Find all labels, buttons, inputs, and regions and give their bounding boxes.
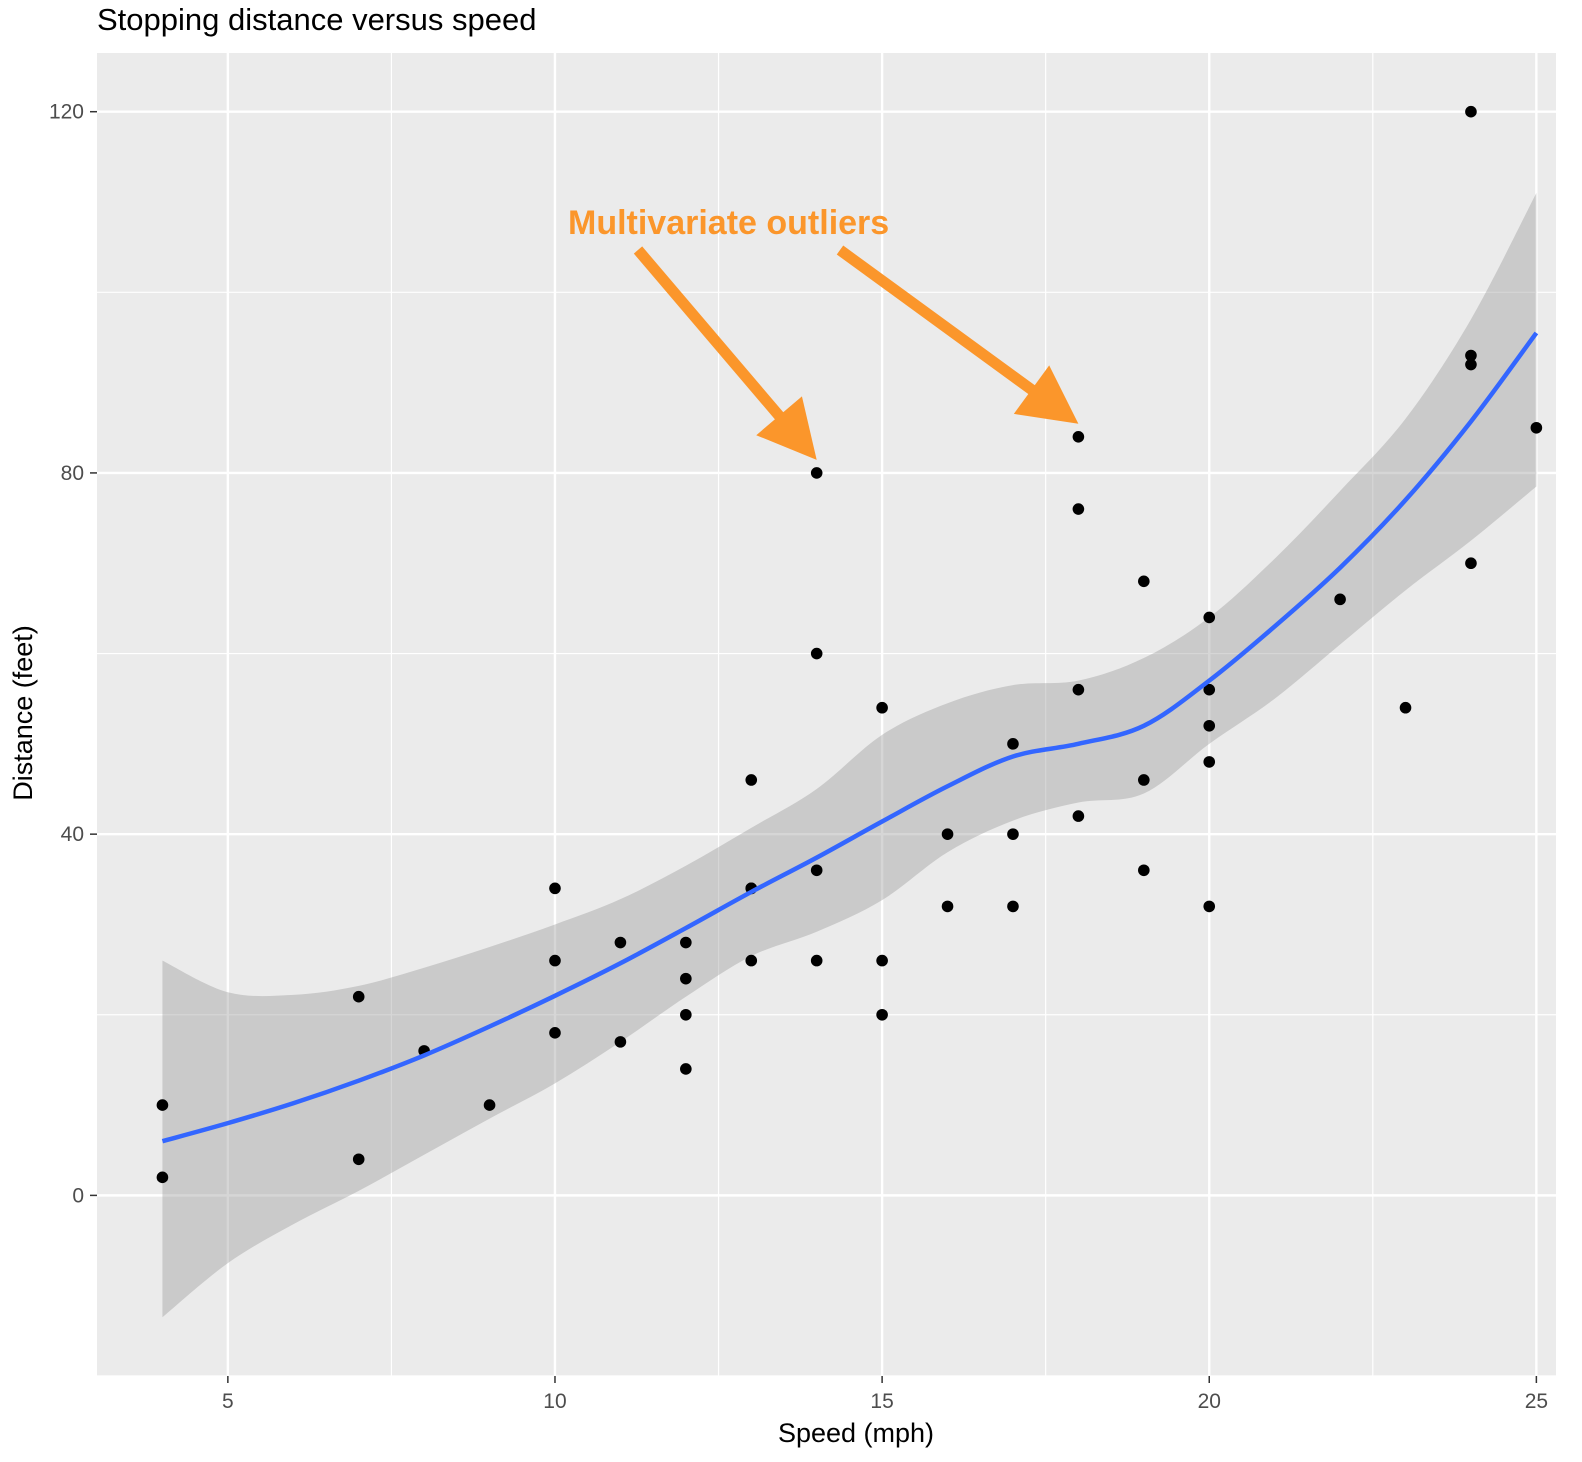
- data-point: [1203, 756, 1215, 768]
- data-point: [615, 1036, 627, 1048]
- data-point: [942, 828, 954, 840]
- data-point: [157, 1172, 169, 1184]
- data-point: [549, 883, 561, 895]
- x-tick-label: 15: [870, 1390, 893, 1413]
- data-point: [1531, 422, 1543, 434]
- data-point: [1400, 702, 1412, 714]
- x-tick-label: 25: [1525, 1390, 1548, 1413]
- data-point: [1138, 864, 1150, 876]
- data-point: [1465, 106, 1477, 118]
- data-point: [680, 973, 692, 985]
- data-point: [1073, 810, 1085, 822]
- y-tick-label: 40: [61, 823, 84, 846]
- data-point: [1073, 503, 1085, 515]
- x-tick-label: 10: [543, 1390, 566, 1413]
- data-point: [680, 937, 692, 949]
- y-tick-label: 0: [72, 1184, 84, 1207]
- x-axis-title: Speed (mph): [778, 1418, 934, 1448]
- y-tick-label: 80: [61, 462, 84, 485]
- data-point: [1465, 557, 1477, 569]
- data-point: [1203, 612, 1215, 624]
- data-point: [1073, 431, 1085, 443]
- data-point: [1007, 828, 1019, 840]
- data-point: [1007, 901, 1019, 913]
- data-point: [876, 702, 888, 714]
- data-point: [745, 955, 757, 967]
- data-point: [1203, 901, 1215, 913]
- data-point: [876, 1009, 888, 1021]
- annotation-label: Multivariate outliers: [568, 204, 889, 242]
- data-point: [353, 991, 365, 1003]
- data-point: [1203, 720, 1215, 732]
- data-point: [484, 1099, 496, 1111]
- data-point: [1465, 350, 1477, 362]
- x-tick-label: 20: [1198, 1390, 1221, 1413]
- data-point: [745, 774, 757, 786]
- data-point: [876, 955, 888, 967]
- data-point: [157, 1099, 169, 1111]
- data-point: [615, 937, 627, 949]
- data-point: [1138, 575, 1150, 587]
- data-point: [353, 1153, 365, 1165]
- x-tick-label: 5: [222, 1390, 234, 1413]
- data-point: [811, 955, 823, 967]
- data-point: [680, 1009, 692, 1021]
- data-point: [1073, 684, 1085, 696]
- data-point: [1138, 774, 1150, 786]
- data-point: [811, 648, 823, 660]
- data-point: [811, 864, 823, 876]
- data-point: [1007, 738, 1019, 750]
- y-axis-title: Distance (feet): [8, 625, 38, 801]
- x-axis-ticks: 5 10 15 20 25: [222, 1376, 1548, 1413]
- data-point: [549, 955, 561, 967]
- data-point: [680, 1063, 692, 1075]
- data-point: [811, 467, 823, 479]
- data-point: [942, 901, 954, 913]
- y-axis-ticks: 0 40 80 120: [49, 101, 97, 1208]
- data-point: [549, 1027, 561, 1039]
- data-point: [1334, 594, 1346, 606]
- y-tick-label: 120: [49, 101, 84, 124]
